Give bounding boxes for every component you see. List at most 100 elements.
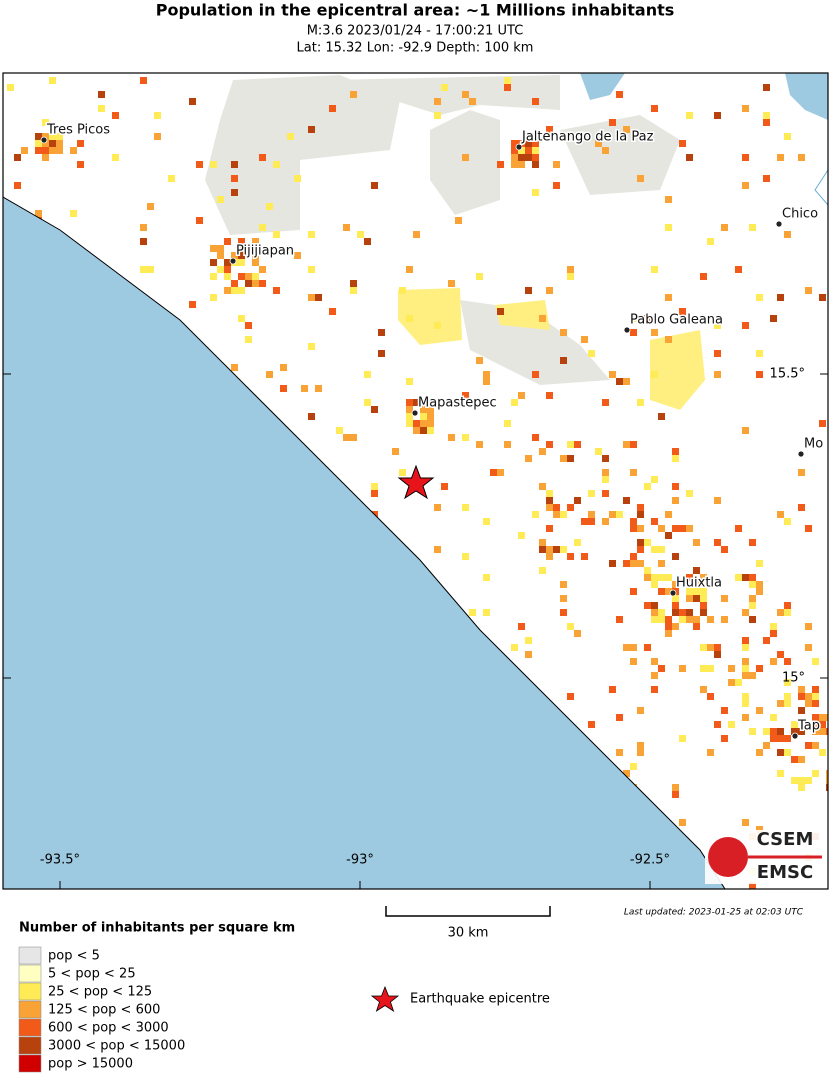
population-cell — [35, 210, 42, 217]
population-cell — [245, 273, 252, 280]
population-cell — [210, 273, 217, 280]
population-cell — [693, 567, 700, 574]
population-cell — [742, 665, 749, 672]
population-cell — [700, 588, 707, 595]
population-cell — [616, 91, 623, 98]
population-cell — [658, 413, 665, 420]
population-cell — [252, 273, 259, 280]
population-cell — [434, 546, 441, 553]
population-cell — [371, 483, 378, 490]
population-cell — [525, 455, 532, 462]
population-cell — [714, 539, 721, 546]
population-cell — [266, 371, 273, 378]
population-cell — [280, 364, 287, 371]
population-cell — [294, 252, 301, 259]
population-cell — [14, 154, 21, 161]
population-cell — [756, 665, 763, 672]
population-cell — [189, 301, 196, 308]
population-cell — [812, 742, 819, 749]
population-cell — [721, 546, 728, 553]
population-cell — [721, 595, 728, 602]
population-cell — [7, 84, 14, 91]
population-cell — [42, 154, 49, 161]
population-cell — [714, 371, 721, 378]
legend-swatch — [18, 1000, 42, 1019]
population-cell — [665, 574, 672, 581]
population-cell — [553, 182, 560, 189]
population-cell — [518, 392, 525, 399]
population-cell — [560, 455, 567, 462]
x-label: -93.5° — [40, 853, 80, 868]
population-cell — [315, 385, 322, 392]
population-cell — [413, 231, 420, 238]
population-cell — [378, 329, 385, 336]
population-cell — [448, 280, 455, 287]
population-cell — [798, 784, 805, 791]
population-cell — [539, 448, 546, 455]
population-cell — [140, 224, 147, 231]
population-cell — [273, 231, 280, 238]
population-cell — [784, 658, 791, 665]
population-cell — [784, 609, 791, 616]
population-cell — [77, 140, 84, 147]
population-cell — [231, 364, 238, 371]
population-cell — [588, 350, 595, 357]
population-cell — [602, 476, 609, 483]
population-cell — [406, 406, 413, 413]
population-cell — [518, 154, 525, 161]
population-cell — [406, 266, 413, 273]
population-cell — [238, 259, 245, 266]
population-cell — [315, 294, 322, 301]
legend-label: pop > 15000 — [48, 1057, 133, 1072]
population-cell — [672, 581, 679, 588]
population-cell — [651, 609, 658, 616]
population-cell — [462, 392, 469, 399]
population-cell — [154, 133, 161, 140]
population-cell — [588, 721, 595, 728]
population-cell — [252, 252, 259, 259]
population-cell — [812, 728, 819, 735]
population-cell — [329, 105, 336, 112]
population-cell — [357, 231, 364, 238]
population-cell — [483, 609, 490, 616]
population-cell — [140, 238, 147, 245]
population-cell — [280, 385, 287, 392]
population-cell — [623, 126, 630, 133]
population-cell — [217, 266, 224, 273]
population-cell — [525, 147, 532, 154]
population-cell — [112, 112, 119, 119]
population-cell — [672, 553, 679, 560]
legend-title: Number of inhabitants per square km — [19, 921, 295, 936]
population-cell — [420, 399, 427, 406]
population-cell — [770, 630, 777, 637]
population-cell — [560, 511, 567, 518]
population-cell — [518, 140, 525, 147]
population-cell — [35, 147, 42, 154]
population-cell — [413, 399, 420, 406]
population-cell — [616, 378, 623, 385]
logo: CSEM EMSC — [705, 829, 823, 884]
population-cell — [602, 455, 609, 462]
logo-text: CSEM — [757, 829, 814, 850]
population-cell — [637, 175, 644, 182]
population-cell — [210, 294, 217, 301]
population-cell — [798, 469, 805, 476]
population-cell — [518, 623, 525, 630]
population-cell — [399, 287, 406, 294]
population-cell — [350, 287, 357, 294]
population-cell — [224, 273, 231, 280]
population-cell — [721, 735, 728, 742]
population-cell — [238, 315, 245, 322]
population-cell — [98, 91, 105, 98]
population-cell — [476, 273, 483, 280]
population-cell — [616, 616, 623, 623]
population-cell — [728, 665, 735, 672]
population-cell — [686, 154, 693, 161]
population-cell — [728, 721, 735, 728]
population-cell — [749, 616, 756, 623]
population-cell — [308, 266, 315, 273]
population-cell — [679, 735, 686, 742]
legend-label: 25 < pop < 125 — [48, 985, 152, 1000]
population-cell — [749, 224, 756, 231]
population-cell — [672, 455, 679, 462]
